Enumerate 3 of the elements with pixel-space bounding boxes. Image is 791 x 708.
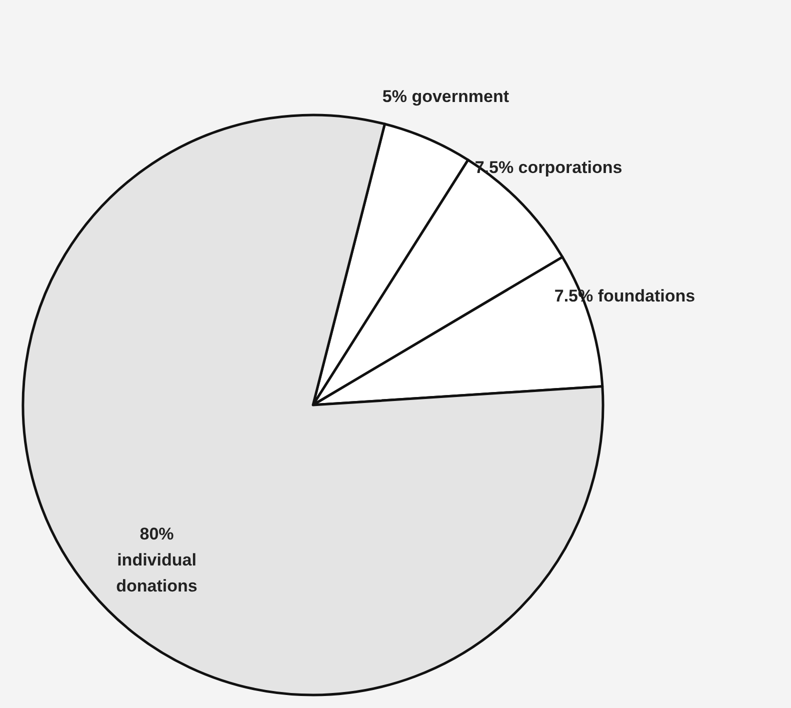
- slice-label: individual donations: [116, 550, 198, 596]
- slice-label: 5% government: [382, 87, 510, 106]
- data-label: 80%: [140, 524, 174, 544]
